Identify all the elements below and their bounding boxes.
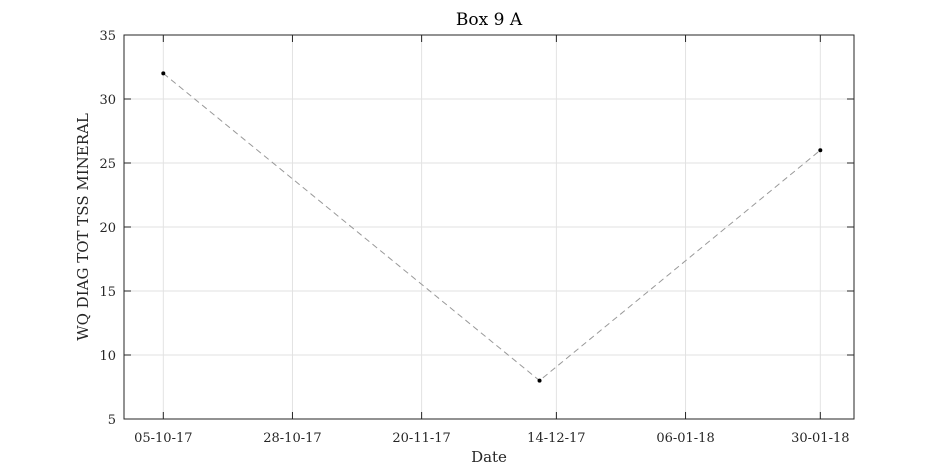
axis-ticks: 05-10-17 28-10-17 20-11-17 14-12-17 06-01-18… — [99, 29, 854, 446]
y-tick-label: 15 — [99, 285, 116, 300]
y-axis-label: WQ DIAG TOT TSS MINERAL — [74, 113, 92, 341]
y-tick-label: 35 — [99, 29, 116, 44]
series-layer — [161, 71, 823, 383]
x-tick-label: 30-01-18 — [791, 431, 849, 446]
x-tick-label: 05-10-17 — [134, 431, 192, 446]
chart-title: Box 9 A — [456, 10, 523, 30]
x-tick-label: 20-11-17 — [392, 431, 450, 446]
x-tick-label: 14-12-17 — [527, 431, 585, 446]
x-axis-label: Date — [471, 448, 507, 466]
y-tick-label: 10 — [99, 349, 116, 364]
data-point — [161, 71, 166, 76]
y-tick-label: 5 — [108, 413, 116, 428]
x-tick-label: 06-01-18 — [656, 431, 714, 446]
y-tick-label: 20 — [99, 221, 116, 236]
x-tick-label: 28-10-17 — [263, 431, 321, 446]
data-point — [818, 148, 823, 153]
y-tick-label: 25 — [99, 157, 116, 172]
data-point — [537, 378, 542, 383]
y-tick-label: 30 — [99, 93, 116, 108]
